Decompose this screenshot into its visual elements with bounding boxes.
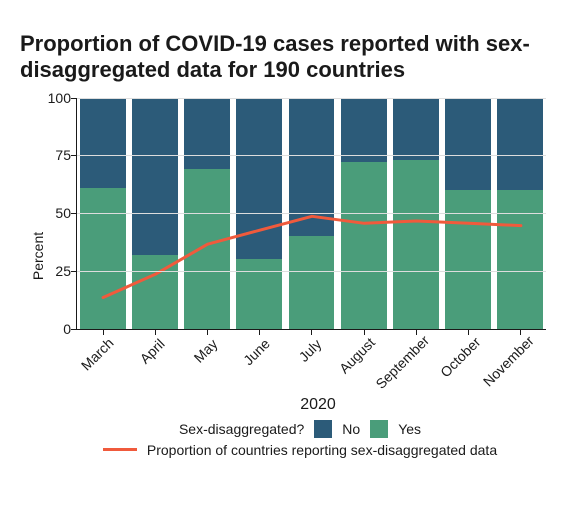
plot-area: 0255075100	[76, 98, 546, 330]
bar-segment-yes	[497, 190, 543, 329]
bar-segment-no	[341, 98, 387, 163]
y-tick-mark	[71, 155, 77, 156]
x-tick-label: October	[437, 333, 484, 380]
x-tick-labels: March April May June July August SeptemberOcto…	[76, 330, 546, 398]
bar-segment-yes	[184, 169, 230, 328]
grid-line	[77, 155, 546, 156]
bar-segment-no	[289, 98, 335, 237]
y-tick-label: 50	[41, 205, 71, 221]
bar-segment-no	[80, 98, 126, 188]
legend-row-bars: Sex-disaggregated? No Yes	[40, 420, 560, 438]
legend-row-line: Proportion of countries reporting sex-di…	[40, 442, 560, 458]
y-tick-mark	[71, 98, 77, 99]
legend-line-label: Proportion of countries reporting sex-di…	[147, 442, 497, 458]
x-label-slot: October	[442, 330, 494, 398]
y-tick-label: 75	[41, 147, 71, 163]
bar-segment-yes	[289, 236, 335, 328]
legend-yes-label: Yes	[398, 421, 421, 437]
x-tick-label: April	[137, 335, 168, 366]
grid-line	[77, 213, 546, 214]
grid-line	[77, 271, 546, 272]
x-tick-label: August	[336, 334, 378, 376]
bar-segment-no	[184, 98, 230, 170]
chart-title: Proportion of COVID-19 cases reported wi…	[20, 31, 560, 84]
x-label-slot: November	[494, 330, 546, 398]
y-tick-label: 25	[41, 263, 71, 279]
chart-container: Percent 0255075100 MarchAprilMayJuneJuly…	[20, 98, 560, 414]
bar-segment-no	[132, 98, 178, 255]
x-axis-title: 2020	[76, 396, 560, 414]
x-label-slot: April	[128, 330, 180, 398]
x-tick-label: March	[78, 334, 117, 373]
legend-swatch-line	[103, 448, 137, 451]
bar-segment-no	[497, 98, 543, 190]
y-tick-label: 100	[41, 90, 71, 106]
grid-line	[77, 98, 546, 99]
x-tick-label: July	[295, 335, 324, 364]
bar-segment-yes	[236, 259, 282, 328]
y-tick-mark	[71, 213, 77, 214]
legend-swatch-yes	[370, 420, 388, 438]
legend-group-label: Sex-disaggregated?	[179, 421, 304, 437]
x-label-slot: June	[233, 330, 285, 398]
x-label-slot: May	[180, 330, 232, 398]
bar-segment-no	[236, 98, 282, 260]
bar-segment-yes	[132, 255, 178, 329]
x-tick-label: May	[190, 335, 220, 365]
y-tick-mark	[71, 271, 77, 272]
bar-segment-yes	[393, 160, 439, 329]
x-label-slot: July	[285, 330, 337, 398]
bar-segment-no	[445, 98, 491, 190]
bar-segment-yes	[80, 188, 126, 329]
legend-no-label: No	[342, 421, 360, 437]
x-label-slot: September	[389, 330, 441, 398]
bar-segment-no	[393, 98, 439, 160]
bar-segment-yes	[341, 162, 387, 328]
bar-segment-yes	[445, 190, 491, 329]
x-label-slot: March	[76, 330, 128, 398]
y-tick-label: 0	[41, 321, 71, 337]
legend: Sex-disaggregated? No Yes Proportion of …	[40, 420, 560, 458]
legend-swatch-no	[314, 420, 332, 438]
x-tick-label: June	[240, 335, 273, 368]
